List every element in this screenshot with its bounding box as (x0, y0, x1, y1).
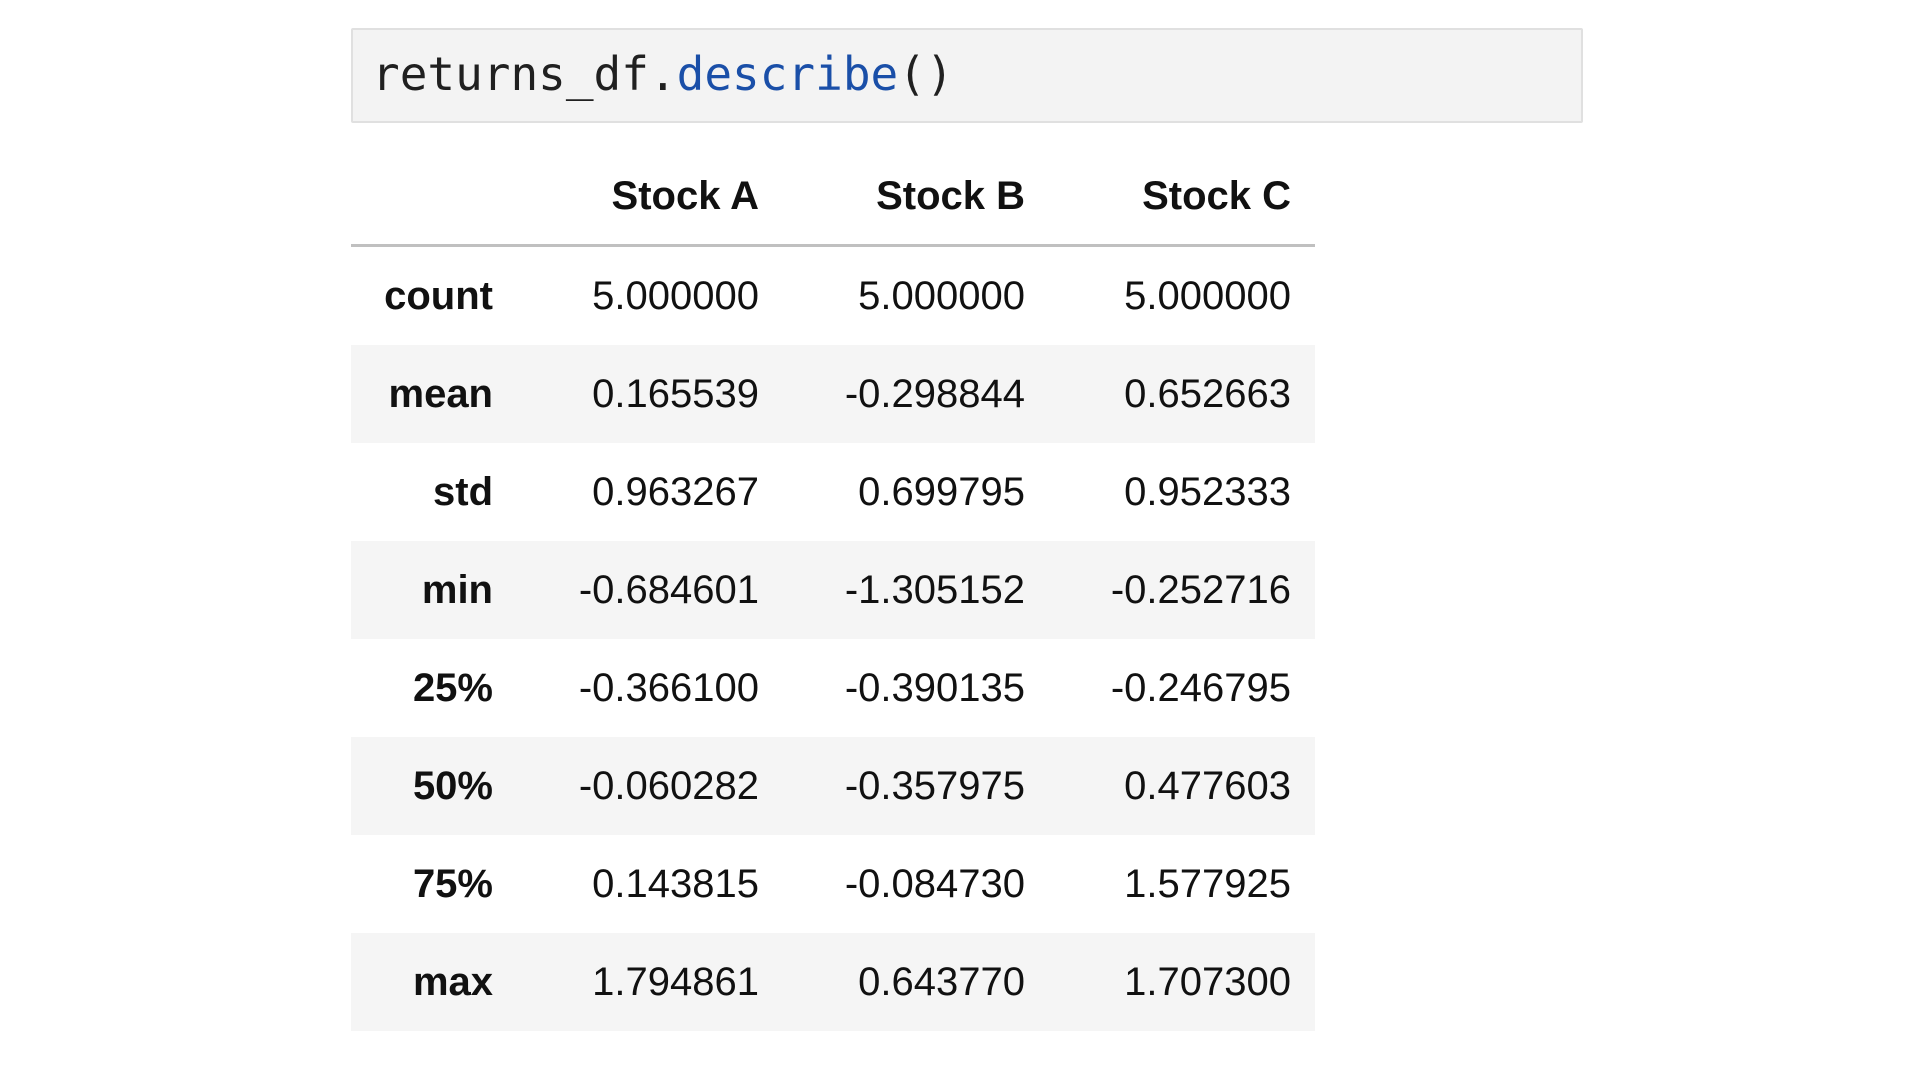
table-header: Stock A Stock B Stock C (351, 148, 1315, 247)
table-cell: -1.305152 (844, 567, 1025, 612)
table-cell: 0.143815 (592, 861, 759, 906)
table-row: 50% -0.060282 -0.357975 0.477603 (351, 737, 1315, 835)
row-label: mean (388, 371, 494, 416)
table-cell: 1.707300 (1124, 959, 1291, 1004)
table-cell: 0.963267 (592, 469, 759, 514)
table-cell: 0.643770 (858, 959, 1025, 1004)
table-cell: 0.477603 (1124, 763, 1291, 808)
row-label: min (421, 567, 493, 612)
column-header: Stock B (783, 148, 1049, 247)
code-token-dot: . (648, 47, 677, 101)
row-label: 75% (412, 861, 493, 906)
table-row: mean 0.165539 -0.298844 0.652663 (351, 345, 1315, 443)
table-cell: 0.652663 (1124, 371, 1291, 416)
table-row: count 5.000000 5.000000 5.000000 (351, 246, 1315, 346)
row-label: max (412, 959, 493, 1004)
table-cell: -0.246795 (1110, 665, 1291, 710)
table-cell: 0.699795 (858, 469, 1025, 514)
table-body: count 5.000000 5.000000 5.000000 mean 0.… (351, 246, 1315, 1031)
table-row: max 1.794861 0.643770 1.707300 (351, 933, 1315, 1031)
table-row: 75% 0.143815 -0.084730 1.577925 (351, 835, 1315, 933)
code-cell[interactable]: returns_df.describe() (351, 28, 1583, 123)
table-row: min -0.684601 -1.305152 -0.252716 (351, 541, 1315, 639)
table-cell: -0.298844 (844, 371, 1025, 416)
table-cell: -0.060282 (578, 763, 759, 808)
header-corner-cell (351, 148, 517, 247)
table-cell: 0.952333 (1124, 469, 1291, 514)
describe-output-table: Stock A Stock B Stock C count 5.000000 5… (351, 148, 1315, 1031)
table-cell: -0.390135 (844, 665, 1025, 710)
table-cell: 5.000000 (592, 273, 759, 318)
header-row: Stock A Stock B Stock C (351, 148, 1315, 247)
code-token-variable: returns_df (372, 47, 649, 101)
row-label: 50% (412, 763, 493, 808)
table-row: std 0.963267 0.699795 0.952333 (351, 443, 1315, 541)
table-cell: -0.684601 (578, 567, 759, 612)
row-label: count (384, 273, 493, 318)
code-token-method: describe (676, 47, 899, 101)
table-cell: 0.165539 (592, 371, 759, 416)
code-token-parens: () (898, 47, 954, 101)
table-cell: -0.357975 (844, 763, 1025, 808)
row-label: 25% (412, 665, 493, 710)
code-line[interactable]: returns_df.describe() (372, 46, 954, 102)
table-cell: 1.794861 (592, 959, 759, 1004)
table-row: 25% -0.366100 -0.390135 -0.246795 (351, 639, 1315, 737)
column-header: Stock A (517, 148, 783, 247)
row-label: std (433, 469, 493, 514)
table-cell: -0.252716 (1110, 567, 1291, 612)
table-cell: 5.000000 (1124, 273, 1291, 318)
table-cell: 1.577925 (1124, 861, 1291, 906)
table-cell: -0.366100 (578, 665, 759, 710)
table-cell: -0.084730 (844, 861, 1025, 906)
column-header: Stock C (1049, 148, 1315, 247)
table-cell: 5.000000 (858, 273, 1025, 318)
